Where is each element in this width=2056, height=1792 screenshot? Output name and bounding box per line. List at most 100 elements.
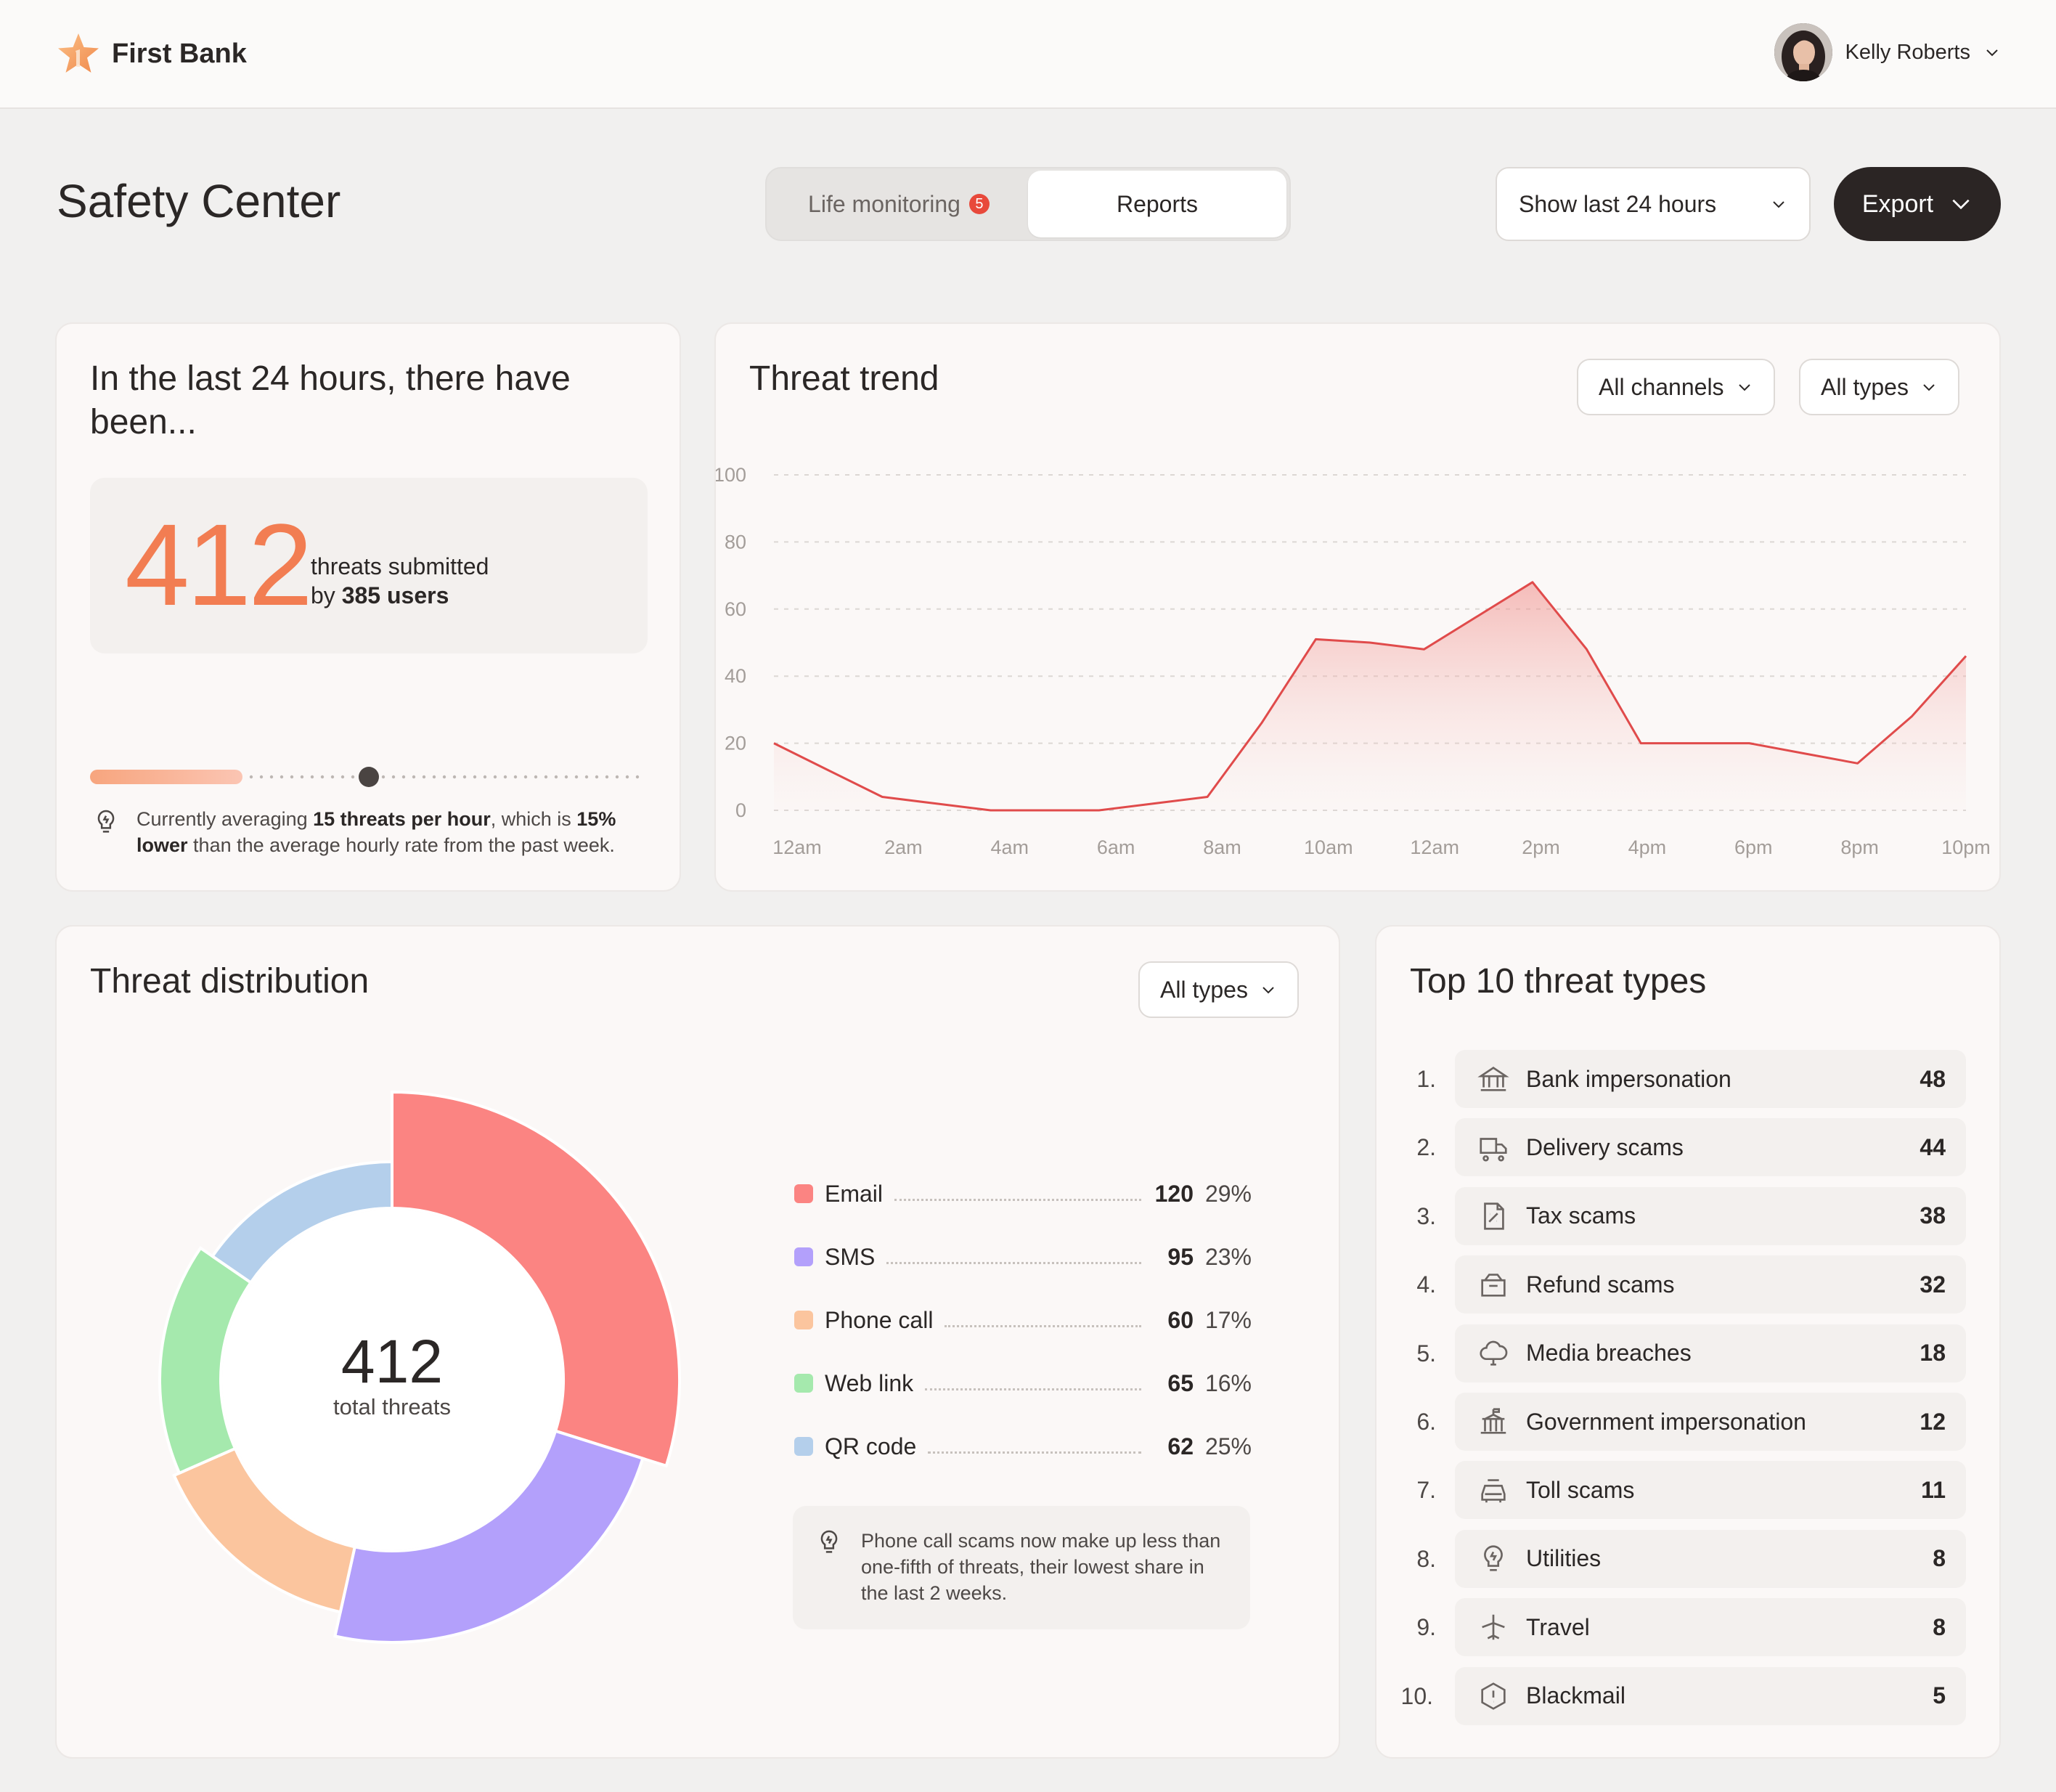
x-tick-label: 4pm bbox=[1628, 836, 1667, 858]
chevron-down-icon bbox=[1986, 49, 1998, 57]
distribution-filter-value: All types bbox=[1160, 976, 1248, 1003]
threat-type-label: Travel bbox=[1526, 1613, 1590, 1640]
y-tick-label: 60 bbox=[725, 598, 746, 620]
caption-by: by bbox=[311, 582, 335, 608]
user-menu[interactable]: Kelly Roberts bbox=[1774, 23, 2001, 81]
type-filter-select[interactable]: All types bbox=[1799, 359, 1959, 415]
threat-type-row[interactable]: Delivery scams 44 bbox=[1455, 1118, 1966, 1177]
chevron-down-icon bbox=[1738, 384, 1750, 391]
threat-distribution-donut bbox=[158, 1090, 681, 1644]
progress-dot bbox=[574, 775, 579, 779]
progress-dot bbox=[513, 775, 518, 779]
progress-dot bbox=[290, 775, 294, 779]
page-title: Safety Center bbox=[57, 175, 341, 227]
threat-type-row[interactable]: Blackmail 5 bbox=[1455, 1666, 1966, 1725]
y-tick-label: 20 bbox=[725, 733, 746, 754]
cloud-icon bbox=[1480, 1340, 1508, 1366]
donut-slice-qr-code bbox=[210, 1160, 393, 1285]
summary-card: In the last 24 hours, there have been...… bbox=[55, 322, 681, 892]
note-text: Currently averaging bbox=[136, 808, 308, 830]
progress-dot bbox=[625, 775, 629, 779]
x-tick-label: 10pm bbox=[1941, 836, 1991, 858]
threat-type-row[interactable]: Refund scams 32 bbox=[1455, 1255, 1966, 1314]
car-icon bbox=[1481, 1479, 1506, 1503]
threat-rank: 6. bbox=[1416, 1409, 1436, 1435]
tax-document-icon bbox=[1484, 1202, 1504, 1230]
x-tick-label: 2am bbox=[884, 836, 923, 858]
distribution-tip: Phone call scams now make up less than o… bbox=[793, 1506, 1250, 1629]
y-tick-label: 80 bbox=[725, 531, 746, 553]
view-tabs: Life monitoring 5 Reports bbox=[765, 167, 1291, 241]
truck-icon bbox=[1480, 1138, 1507, 1162]
note-text: than the average hourly rate from the pa… bbox=[193, 834, 615, 856]
y-tick-label: 40 bbox=[725, 665, 746, 687]
distribution-type-filter[interactable]: All types bbox=[1138, 961, 1299, 1018]
x-tick-label: 12am bbox=[772, 836, 822, 858]
x-tick-label: 4am bbox=[990, 836, 1029, 858]
progress-dot bbox=[462, 775, 467, 779]
channel-filter-select[interactable]: All channels bbox=[1577, 359, 1775, 415]
threat-type-count: 32 bbox=[1920, 1271, 1946, 1298]
threat-rank: 2. bbox=[1416, 1134, 1436, 1161]
threat-rank: 10. bbox=[1400, 1682, 1433, 1709]
notification-badge: 5 bbox=[968, 194, 990, 214]
legend-swatch bbox=[794, 1374, 813, 1393]
progress-dot bbox=[432, 775, 436, 779]
user-name: Kelly Roberts bbox=[1845, 40, 1970, 64]
legend-percent: 25% bbox=[1204, 1433, 1252, 1459]
tab-life-monitoring[interactable]: Life monitoring 5 bbox=[770, 171, 1028, 237]
x-tick-label: 6am bbox=[1097, 836, 1135, 858]
threat-rank: 8. bbox=[1416, 1545, 1436, 1572]
type-filter-value: All types bbox=[1821, 373, 1909, 400]
legend-swatch bbox=[794, 1247, 813, 1266]
legend-leader bbox=[925, 1388, 1141, 1390]
legend-value: 62 bbox=[1167, 1433, 1194, 1459]
threat-type-label: Tax scams bbox=[1526, 1202, 1636, 1229]
export-label: Export bbox=[1861, 190, 1934, 218]
lightbulb-icon bbox=[1484, 1545, 1503, 1571]
legend-label: SMS bbox=[825, 1243, 876, 1270]
lightbulb-icon bbox=[820, 1530, 838, 1553]
progress-dot bbox=[564, 775, 568, 779]
progress-dot bbox=[259, 775, 264, 779]
threat-type-row[interactable]: Tax scams 38 bbox=[1455, 1186, 1966, 1245]
avatar[interactable] bbox=[1774, 23, 1832, 81]
threat-type-row[interactable]: Toll scams 11 bbox=[1455, 1461, 1966, 1520]
legend-percent: 29% bbox=[1204, 1180, 1252, 1207]
caption-line-1: threats submitted bbox=[311, 553, 489, 579]
progress-dot bbox=[351, 775, 355, 779]
threat-type-row[interactable]: Media breaches 18 bbox=[1455, 1324, 1966, 1382]
threat-type-count: 8 bbox=[1933, 1613, 1946, 1640]
threat-type-count: 12 bbox=[1920, 1408, 1946, 1435]
summary-heading: In the last 24 hours, there have been... bbox=[90, 359, 571, 441]
bank-icon bbox=[1477, 1067, 1509, 1091]
threat-type-label: Toll scams bbox=[1526, 1476, 1635, 1503]
legend-row-sms: SMS 95 23% bbox=[794, 1239, 1252, 1274]
progress-dot bbox=[615, 775, 619, 779]
legend-label: Email bbox=[825, 1180, 884, 1207]
threat-type-row[interactable]: Government impersonation 12 bbox=[1455, 1393, 1966, 1451]
threat-type-row[interactable]: Travel 8 bbox=[1455, 1598, 1966, 1657]
brand-logo[interactable]: First Bank bbox=[55, 30, 247, 77]
x-tick-label: 2pm bbox=[1522, 836, 1560, 858]
donut-slice-web-link bbox=[158, 1246, 253, 1475]
progress-dot bbox=[605, 775, 609, 779]
threat-type-row[interactable]: Utilities 8 bbox=[1455, 1529, 1966, 1588]
note-percent: 15% bbox=[576, 808, 616, 830]
time-range-select[interactable]: Show last 24 hours bbox=[1496, 167, 1811, 241]
x-tick-label: 6pm bbox=[1734, 836, 1773, 858]
progress-dot bbox=[391, 775, 396, 779]
trend-area bbox=[774, 582, 1966, 810]
x-tick-label: 12am bbox=[1410, 836, 1459, 858]
threat-type-row[interactable]: Bank impersonation 48 bbox=[1455, 1050, 1966, 1108]
threat-rank: 7. bbox=[1416, 1477, 1436, 1504]
tab-reports[interactable]: Reports bbox=[1028, 171, 1286, 237]
export-button[interactable]: Export bbox=[1834, 167, 2001, 241]
progress-marker bbox=[359, 767, 379, 787]
progress-dot bbox=[483, 775, 487, 779]
threat-type-count: 44 bbox=[1920, 1133, 1946, 1160]
legend-swatch bbox=[794, 1311, 813, 1329]
progress-dot bbox=[493, 775, 497, 779]
progress-dot bbox=[554, 775, 558, 779]
chevron-down-icon bbox=[1952, 199, 1970, 210]
